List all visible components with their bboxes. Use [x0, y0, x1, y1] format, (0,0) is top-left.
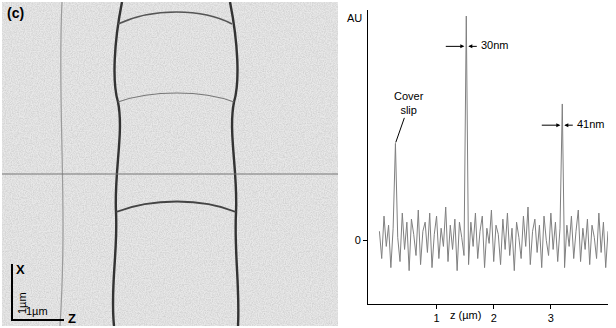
svg-text:z (µm): z (µm)	[450, 309, 481, 321]
svg-text:0: 0	[355, 234, 361, 246]
svg-text:1µm: 1µm	[16, 292, 28, 314]
svg-text:2: 2	[491, 312, 497, 324]
svg-text:3: 3	[548, 312, 554, 324]
svg-text:1: 1	[434, 312, 440, 324]
svg-text:30nm: 30nm	[481, 39, 509, 51]
svg-text:X: X	[16, 262, 25, 277]
svg-text:AU: AU	[347, 12, 362, 24]
svg-text:(c): (c)	[7, 5, 24, 21]
svg-text:41nm: 41nm	[577, 118, 605, 130]
svg-text:Coverslip: Coverslip	[394, 90, 424, 116]
svg-text:Z: Z	[68, 311, 76, 326]
svg-text:1µm: 1µm	[26, 305, 48, 317]
